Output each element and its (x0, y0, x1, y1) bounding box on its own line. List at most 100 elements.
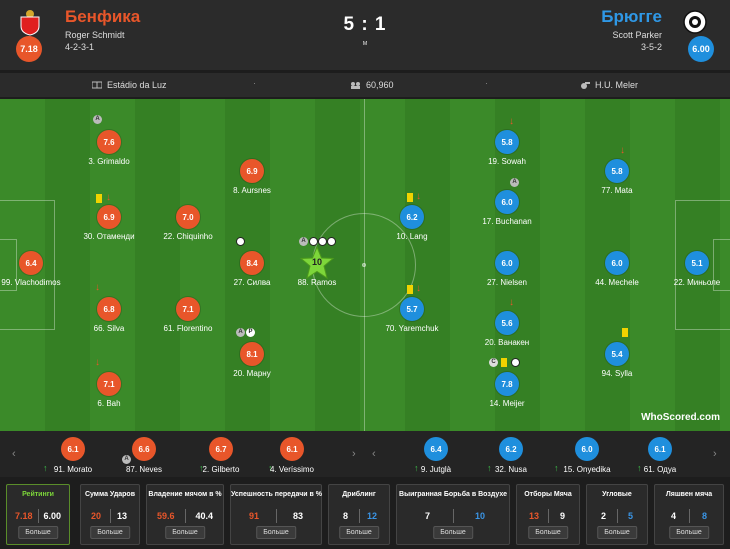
player-rating: 8.4 (240, 251, 264, 275)
stat-title: Владение мячом в % (148, 491, 222, 498)
attendance-value: 60,960 (366, 80, 394, 90)
player-rating: 7.8 (495, 372, 519, 396)
stat-divider (185, 509, 186, 523)
player-rating: 5.1 (685, 251, 709, 275)
player-name: 9. Jutglà (420, 465, 452, 474)
stat-home-value: 7.18 (15, 511, 33, 521)
player-rating: 7.6 (97, 130, 121, 154)
yellow-card-icon (622, 328, 628, 337)
subs-prev-arrow-icon[interactable]: ‹ (372, 448, 376, 460)
stat-home-value: 2 (601, 511, 607, 521)
more-button[interactable]: Больше (597, 526, 637, 539)
stat-home-value: 7 (425, 511, 431, 521)
player-name: 19. Sowah (488, 157, 526, 166)
match-header: 7.18 Бенфика Roger Schmidt 4-2-3-1 5 : 1… (0, 0, 730, 70)
player-name: 4. Veríssimo (269, 465, 314, 474)
player-name: 99. Vlachodimos (1, 278, 61, 287)
stat-away-value: 13 (116, 511, 127, 521)
player-name: 14. Meijer (489, 399, 525, 408)
sub-off-icon: ↓ (95, 357, 100, 368)
stat-shots[interactable]: Сумма Ударов 20 13 Больше (80, 484, 140, 545)
stat-home-value: 13 (529, 511, 540, 521)
player-name: 20. Ванакен (484, 338, 530, 347)
assist-badge-icon: A (299, 237, 308, 246)
stat-divider (689, 509, 690, 523)
home-manager: Roger Schmidt (65, 30, 125, 40)
stat-dispossessed[interactable]: Ляшвен мяча 4 8 Больше (654, 484, 724, 545)
center-spot (362, 263, 366, 267)
player-name: 77. Mata (601, 186, 633, 195)
stat-tackles[interactable]: Отборы Мяча 13 9 Больше (516, 484, 580, 545)
stat-aerials-won[interactable]: Выигранная Борьба в Воздухе 7 10 Больше (396, 484, 510, 545)
goal-ball-icon (511, 358, 520, 367)
player-rating: 6.2 (499, 437, 523, 461)
away-manager: Scott Parker (612, 30, 662, 40)
separator-dot: · (253, 78, 256, 88)
stat-title: Отборы Мяча (524, 491, 572, 498)
goal-ball-icon (236, 237, 245, 246)
separator-dot: · (485, 78, 488, 88)
player-rating: 10 (311, 257, 322, 267)
stat-title: Ляшвен мяча (665, 491, 713, 498)
home-team-rating: 7.18 (16, 36, 42, 62)
goal-ball-icon (318, 237, 327, 246)
stat-home-value: 59.6 (157, 511, 175, 521)
player-name: 3. Grimaldo (88, 157, 130, 166)
more-button[interactable]: Больше (433, 526, 473, 539)
home-team-name[interactable]: Бенфика (65, 7, 141, 26)
subs-next-arrow-icon[interactable]: › (352, 448, 356, 460)
sub-on-icon: ↑ (487, 463, 492, 473)
subs-next-arrow-icon[interactable]: › (713, 448, 717, 460)
more-button[interactable]: Больше (669, 526, 709, 539)
player-rating: 6.7 (209, 437, 233, 461)
attendance-info: 60,960 (350, 80, 394, 90)
player-rating: 5.8 (495, 130, 519, 154)
pitch: 6.4 99. Vlachodimos A 7.6 3. Grimaldo ↓ … (0, 99, 730, 431)
whistle-icon (581, 82, 590, 89)
player-name: 91. Morato (53, 465, 93, 474)
assist-badge-icon: A (122, 455, 131, 464)
stat-away-value: 12 (366, 511, 377, 521)
more-button[interactable]: Больше (165, 526, 205, 539)
benfica-crest-icon (20, 10, 40, 36)
assist-badge-icon: A (236, 328, 245, 337)
player-rating: 6.0 (495, 190, 519, 214)
stat-dribbles[interactable]: Дриблинг 8 12 Больше (328, 484, 390, 545)
stat-title: Успешность передачи в % (231, 491, 322, 498)
more-button[interactable]: Больше (90, 526, 130, 539)
stat-away-value: 9 (559, 511, 565, 521)
assist-badge-icon: A (93, 115, 102, 124)
goal-ball-icon (327, 237, 336, 246)
stat-away-value: 6.00 (43, 511, 61, 521)
match-status: м (362, 40, 368, 47)
stat-possession[interactable]: Владение мячом в % 59.6 40.4 Больше (146, 484, 224, 545)
more-button[interactable]: Больше (256, 526, 296, 539)
stat-home-value: 91 (249, 511, 260, 521)
stat-away-value: 10 (474, 511, 485, 521)
stat-pass-accuracy[interactable]: Успешность передачи в % 91 83 Больше (230, 484, 322, 545)
more-button[interactable]: Больше (528, 526, 568, 539)
away-team-name[interactable]: Брюгге (601, 7, 662, 26)
stat-divider (38, 509, 39, 523)
stat-away-value: 40.4 (195, 511, 213, 521)
player-rating: 6.0 (495, 251, 519, 275)
sub-off-icon: ↓ (416, 283, 421, 294)
player-name: 30. Отаменди (83, 232, 135, 241)
player-rating: 6.0 (575, 437, 599, 461)
stat-ratings[interactable]: Рейтинги 7.18 6.00 Больше (6, 484, 70, 545)
player-name: 32. Nusa (494, 465, 528, 474)
player-name: 17. Buchanan (482, 217, 532, 226)
stat-title: Дриблинг (342, 491, 376, 498)
stat-corners[interactable]: Угловые 2 5 Больше (586, 484, 648, 545)
stat-home-value: 20 (91, 511, 102, 521)
player-rating: 6.9 (97, 205, 121, 229)
player-name: 70. Yaremchuk (385, 324, 439, 333)
player-name: 10. Lang (396, 232, 428, 241)
stadium-info: Estádio da Luz (92, 80, 167, 90)
more-button[interactable]: Больше (339, 526, 379, 539)
player-name: 27. Силва (233, 278, 271, 287)
player-name: 6. Bah (97, 399, 121, 408)
stats-bar: Рейтинги 7.18 6.00 Больше Сумма Ударов 2… (0, 480, 730, 549)
subs-prev-arrow-icon[interactable]: ‹ (12, 448, 16, 460)
more-button[interactable]: Больше (18, 526, 58, 539)
